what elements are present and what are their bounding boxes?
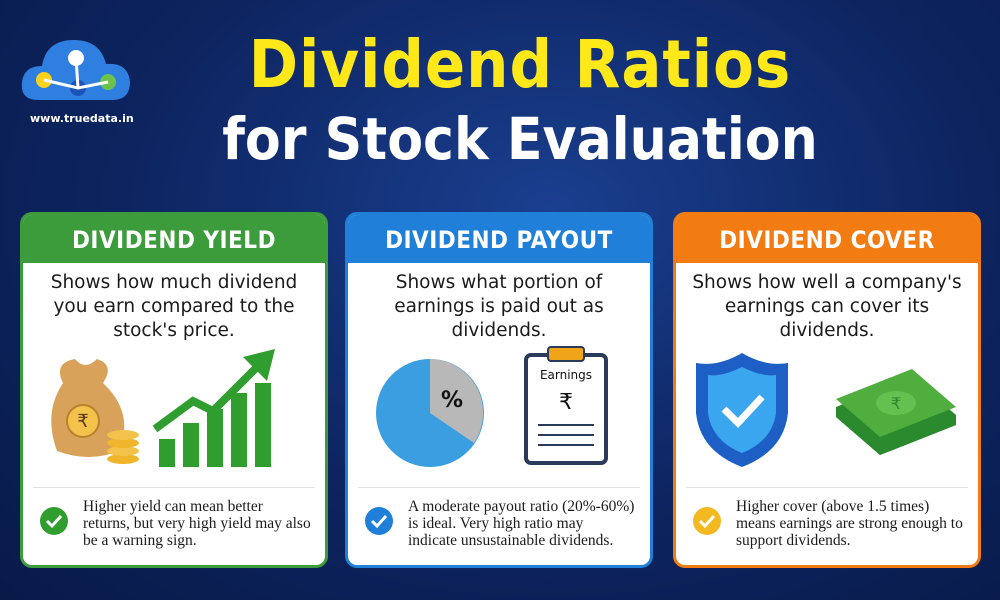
- icon-label: ₹: [891, 394, 901, 413]
- card-note: A moderate payout ratio (20%-60%) is ide…: [358, 487, 640, 562]
- icon-label: Earnings: [540, 368, 592, 382]
- card: DIVIDEND YIELD Shows how much dividend y…: [20, 212, 328, 568]
- icons: ₹: [696, 353, 956, 467]
- card-note: Higher yield can mean better returns, bu…: [33, 487, 315, 562]
- card: DIVIDEND COVER Shows how well a company'…: [673, 212, 981, 568]
- logo-url: www.truedata.in: [30, 112, 134, 125]
- icons: % Earnings ₹: [376, 346, 608, 467]
- card-description: Shows how much dividend you earn compare…: [50, 272, 298, 341]
- card-title: DIVIDEND COVER: [676, 215, 978, 263]
- icon-label: %: [441, 388, 463, 413]
- logo: [21, 40, 130, 100]
- note-text: Higher yield can mean better returns, bu…: [83, 498, 311, 549]
- card: DIVIDEND PAYOUT RATIO Shows what portion…: [345, 212, 653, 568]
- card-description: Shows how well a company's earnings can …: [692, 272, 962, 341]
- note-text: A moderate payout ratio (20%-60%) is ide…: [408, 498, 635, 549]
- icon-label: ₹: [77, 411, 88, 432]
- card-title: DIVIDEND YIELD: [23, 215, 325, 263]
- card-note: Higher cover (above 1.5 times) means ear…: [686, 487, 968, 562]
- title: Dividend Ratios: [248, 26, 792, 103]
- note-text: Higher cover (above 1.5 times) means ear…: [736, 498, 963, 549]
- icons: ₹: [51, 349, 275, 467]
- card-title: DIVIDEND PAYOUT RATIO: [348, 215, 650, 304]
- icon-label: ₹: [559, 390, 573, 415]
- subtitle: for Stock Evaluation: [222, 105, 818, 173]
- card-description: Shows what portion of earnings is paid o…: [394, 272, 604, 341]
